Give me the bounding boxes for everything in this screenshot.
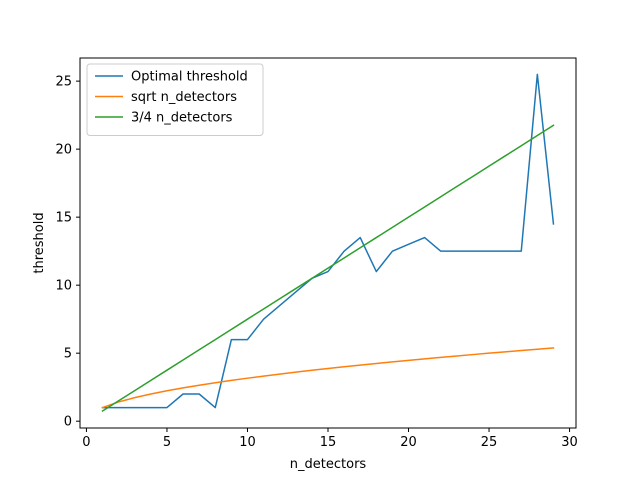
plot-area — [101, 73, 555, 413]
x-tick-label: 5 — [163, 435, 171, 450]
legend-box — [86, 63, 264, 136]
series-line-2 — [101, 347, 555, 409]
legend-label: 3/4 n_detectors — [131, 111, 233, 126]
x-axis-label: n_detectors — [290, 457, 367, 472]
x-axis-ticks: 0 5 10 15 20 25 30 — [82, 428, 578, 450]
series-line-3 — [101, 124, 555, 413]
y-tick-label: 5 — [64, 347, 72, 362]
legend: Optimal threshold sqrt n_detectors 3/4 n_d… — [86, 63, 264, 136]
x-tick-label: 15 — [320, 435, 337, 450]
y-tick-label: 20 — [55, 143, 72, 158]
y-tick-label: 0 — [64, 415, 72, 430]
x-tick-label: 30 — [561, 435, 578, 450]
y-tick-label: 10 — [55, 279, 72, 294]
legend-label: Optimal threshold — [131, 70, 248, 85]
legend-label: sqrt n_detectors — [131, 90, 237, 105]
x-tick-label: 25 — [481, 435, 498, 450]
x-tick-label: 0 — [82, 435, 90, 450]
y-axis-ticks: 0 5 10 15 20 25 — [55, 75, 80, 430]
x-tick-label: 10 — [239, 435, 256, 450]
y-tick-label: 25 — [55, 75, 72, 90]
series-line-1 — [101, 73, 555, 409]
y-tick-label: 15 — [55, 211, 72, 226]
x-tick-label: 20 — [400, 435, 417, 450]
y-axis-label: threshold — [32, 212, 47, 273]
